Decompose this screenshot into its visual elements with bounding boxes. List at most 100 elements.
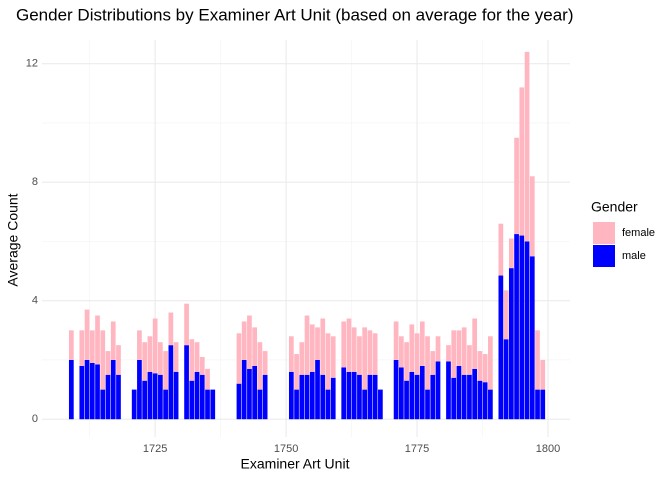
bar [110,321,116,360]
bar [262,374,268,420]
bar [419,365,425,420]
bar [540,359,546,390]
bar [299,342,305,375]
bar [163,351,168,390]
bar [247,315,252,369]
bar [524,51,530,242]
bar [419,321,425,366]
bar [95,315,100,365]
bar [529,256,535,420]
bar [315,359,320,420]
bar [535,389,540,420]
bar [142,380,148,420]
bar [467,374,472,420]
legend-swatch [593,245,615,267]
bar [404,342,409,381]
bar [325,333,331,390]
bar [294,354,299,390]
bar [498,275,504,420]
bar [519,235,525,420]
bar [152,373,158,420]
bar [330,336,336,378]
bar [241,359,247,420]
legend-label: female [622,227,655,239]
bar [110,359,116,420]
bar [430,374,436,420]
bar [372,374,378,420]
bar [105,374,111,420]
bar [173,371,179,420]
bar [68,330,74,360]
legend-title: Gender [591,199,638,215]
bar [456,330,462,366]
bar [467,345,472,375]
bar [320,318,326,375]
bar [315,327,320,360]
y-tick-label: 0 [32,413,38,425]
bar [210,389,216,420]
bar [524,241,530,420]
bar [446,345,451,362]
bar [325,389,331,420]
legend-label: male [622,250,646,262]
bar [488,336,493,390]
bar [158,342,163,375]
bar [309,371,315,420]
bar [147,371,153,420]
x-tick-label: 1725 [143,443,167,455]
bar [299,374,305,420]
bar [257,389,263,420]
bar [116,374,121,420]
bar [189,339,195,381]
bar [529,176,535,257]
bar [105,351,111,375]
bar [508,238,514,269]
bar [341,367,347,420]
bar [446,361,451,420]
bar [189,380,195,420]
bar [409,324,415,372]
y-axis-label: Average Count [5,193,21,286]
bar [184,303,189,346]
bar [288,336,294,372]
bar [503,290,509,340]
bar [461,374,467,420]
x-tick-label: 1775 [405,443,429,455]
bar [320,374,326,420]
bar [367,374,373,420]
bar [482,382,488,420]
bar [194,371,200,420]
bar [89,362,95,420]
legend-swatch [593,222,615,244]
bar [152,318,158,374]
bar [351,371,357,420]
bar [341,321,347,368]
bar [398,336,404,368]
bar [498,223,504,276]
bar [508,268,514,420]
bar [456,365,462,420]
bar [163,389,168,420]
bar [362,327,368,390]
bar [257,342,263,390]
bar [168,312,174,346]
bar [514,234,519,420]
bar [357,374,362,420]
bar [241,321,247,360]
bar [68,359,74,420]
bar [451,330,457,378]
chart-title: Gender Distributions by Examiner Art Uni… [16,5,574,24]
bar [147,336,153,372]
bar [425,389,430,420]
bar [393,321,399,360]
bar [79,330,85,366]
bar [205,368,210,390]
bar [362,389,368,420]
bar [158,374,163,420]
bar [503,339,509,420]
bar [252,327,258,366]
bar [137,359,142,420]
bar [84,309,90,360]
bar [89,330,95,363]
